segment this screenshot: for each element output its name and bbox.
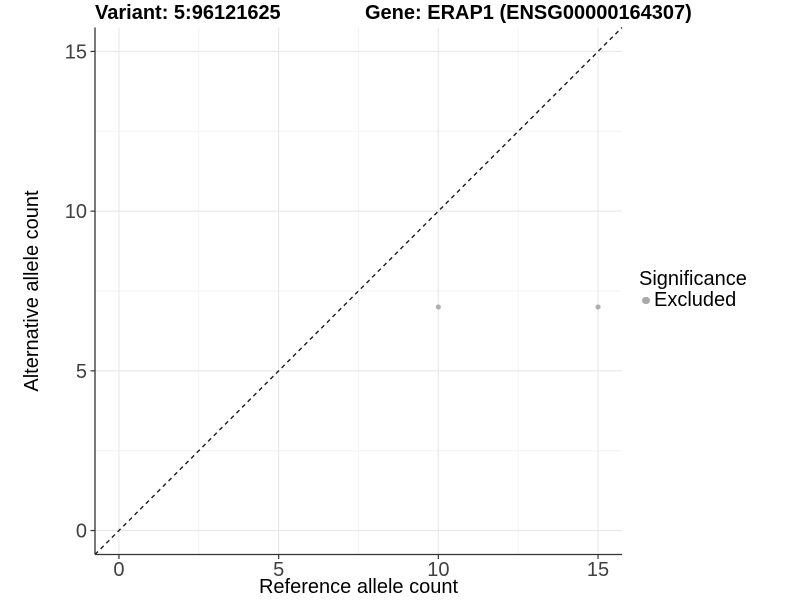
legend-entry: Excluded <box>639 290 747 311</box>
x-tick-label: 10 <box>427 559 449 581</box>
data-point <box>595 304 601 310</box>
legend-entries: Excluded <box>639 290 747 311</box>
legend-title: Significance <box>639 268 747 290</box>
plot-title-variant: Variant: 5:96121625 <box>95 2 281 24</box>
x-tick-label: 15 <box>587 559 609 581</box>
x-tick-label: 0 <box>113 559 124 581</box>
circle-icon <box>642 296 650 305</box>
y-tick-label: 5 <box>76 361 87 383</box>
y-tick-label: 15 <box>65 41 87 63</box>
x-axis-title: Reference allele count <box>258 576 458 598</box>
plot-title-gene: Gene: ERAP1 (ENSG00000164307) <box>365 2 692 24</box>
y-tick-label: 0 <box>76 521 87 543</box>
x-tick-label: 5 <box>273 559 284 581</box>
y-axis-title: Alternative allele count <box>21 190 43 392</box>
y-tick-label: 10 <box>65 201 87 223</box>
legend: Significance Excluded <box>639 269 747 311</box>
legend-entry-label: Excluded <box>654 289 737 311</box>
data-point <box>435 304 441 310</box>
